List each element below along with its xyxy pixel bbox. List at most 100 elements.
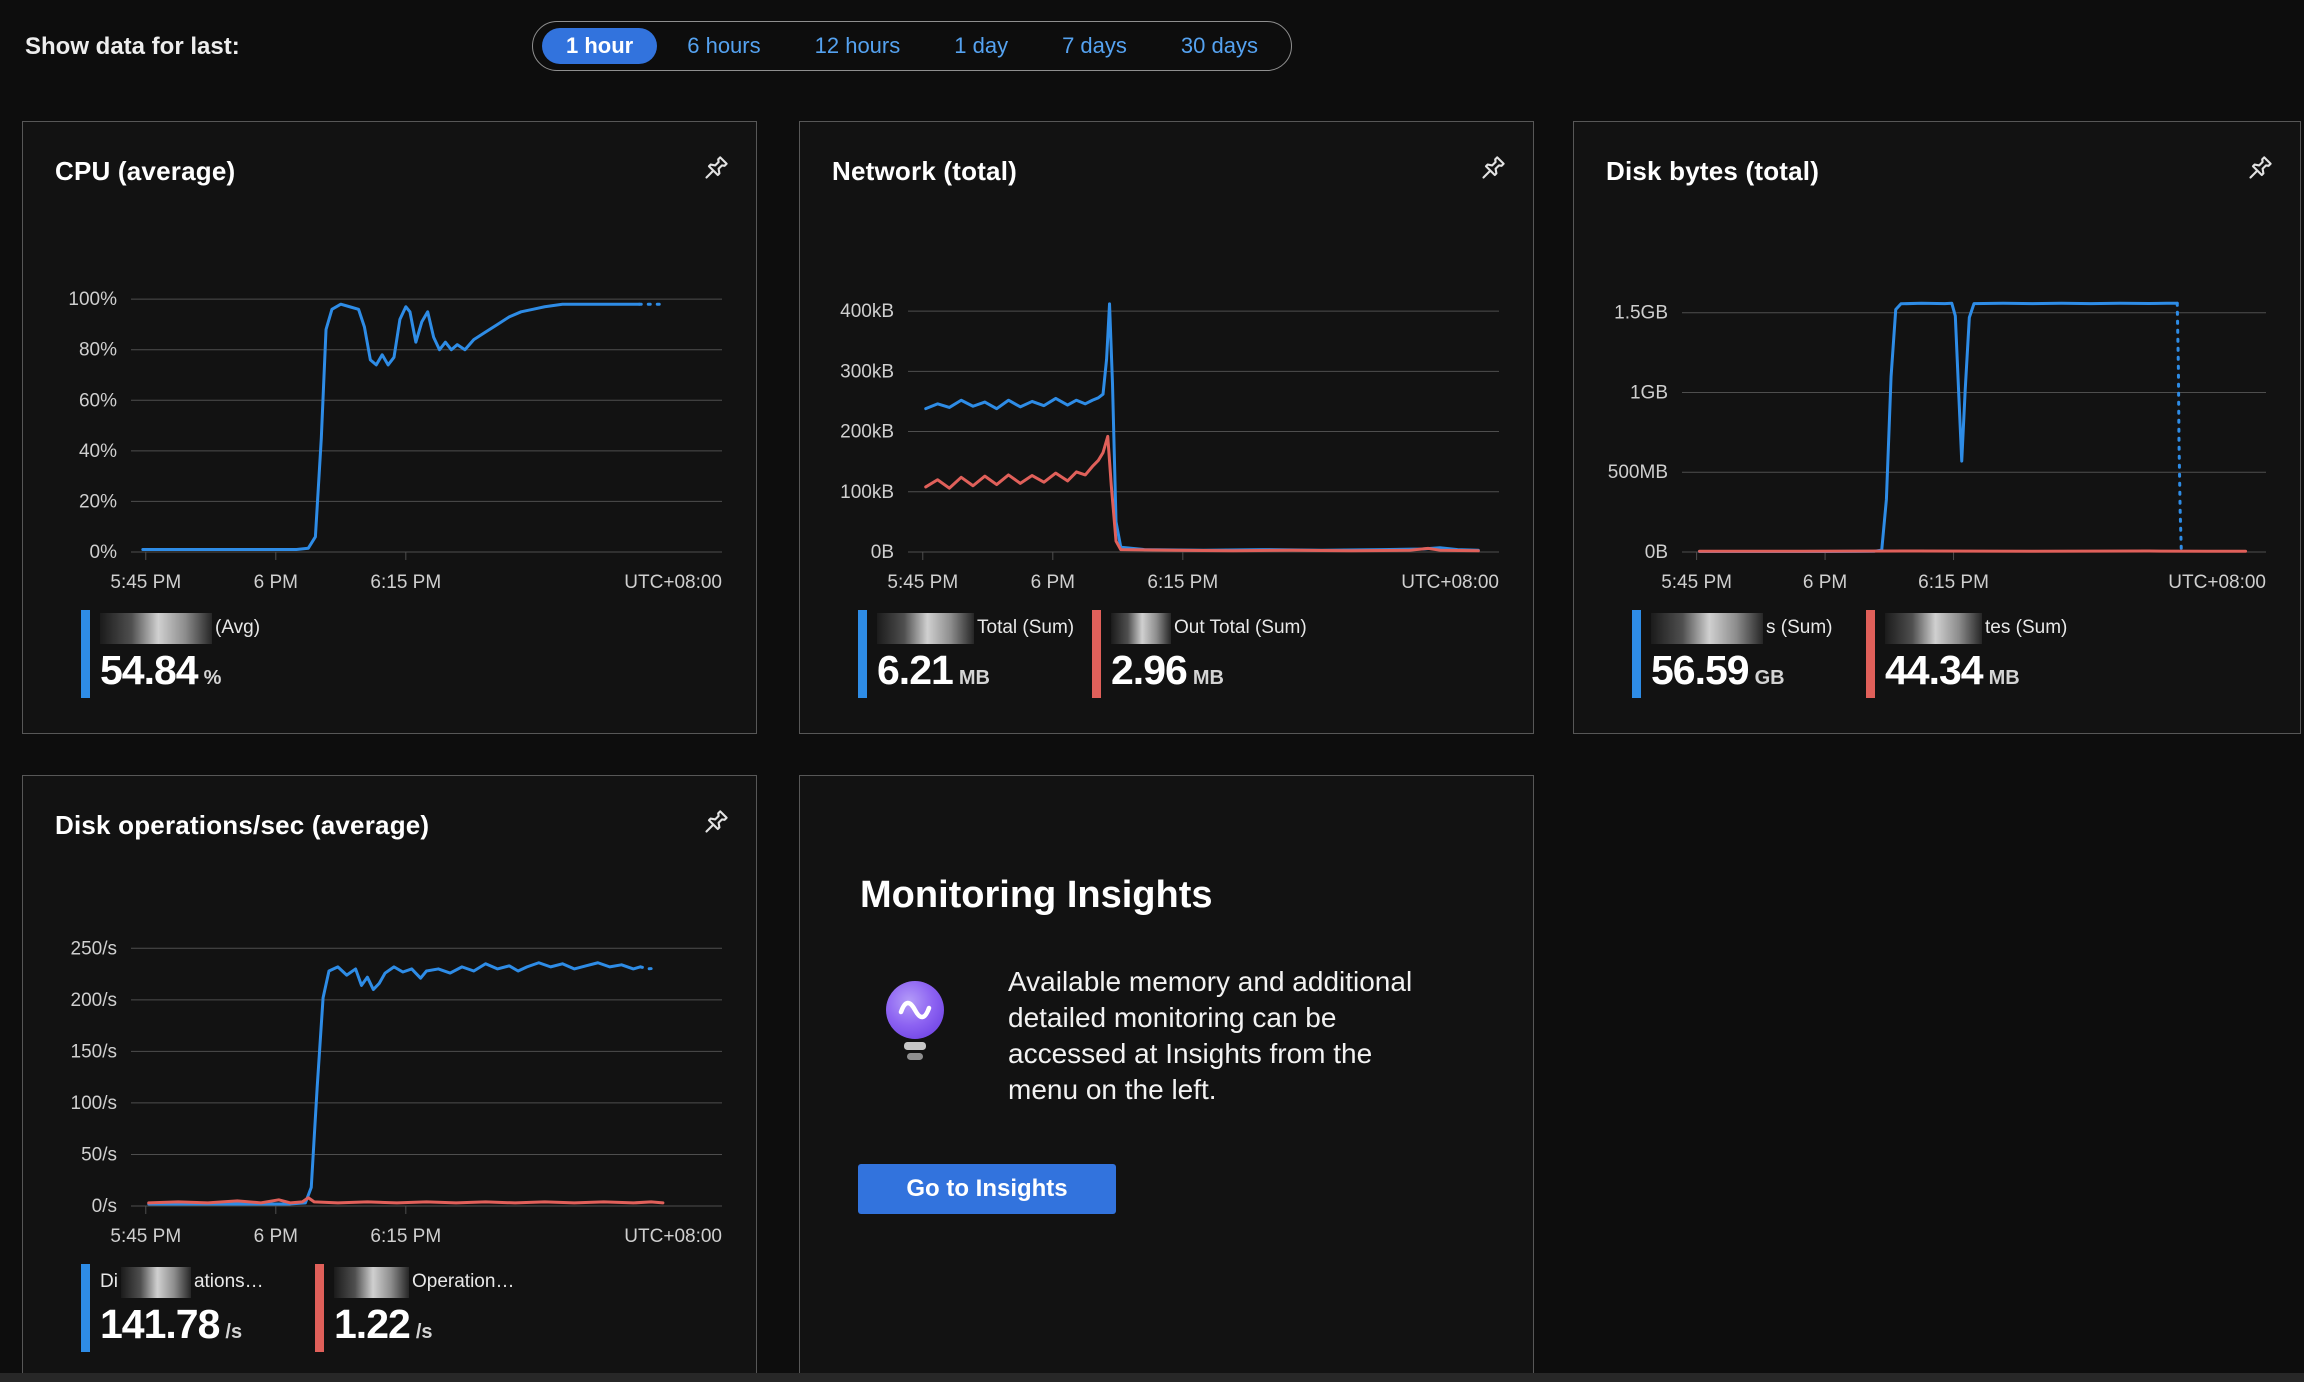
legend-value-number: 2.96 xyxy=(1111,647,1188,693)
cpu-chart-legend: (Avg) 54.84% xyxy=(81,610,732,698)
redacted-text xyxy=(1111,612,1171,644)
legend-item[interactable]: (Avg) 54.84% xyxy=(81,610,315,698)
redacted-text xyxy=(1885,612,1982,644)
pin-icon[interactable] xyxy=(2238,148,2280,190)
legend-label-fragment: Operation… xyxy=(412,1271,515,1292)
pin-icon[interactable] xyxy=(1471,148,1513,190)
legend-label-fragment: tes (Sum) xyxy=(1985,617,2068,638)
y-tick-label: 1GB xyxy=(1630,382,1668,403)
x-tick-label: 6:15 PM xyxy=(1918,572,1989,593)
legend-item[interactable]: tes (Sum) 44.34 MB xyxy=(1866,610,2100,698)
legend-swatch xyxy=(81,1264,90,1352)
chart-title-disk-bytes: Disk bytes (total) xyxy=(1606,156,1820,186)
network-chart-legend: Total (Sum) 6.21 MB Out Total (Sum) 2.96 MB xyxy=(858,610,1509,698)
time-range-7-days[interactable]: 7 days xyxy=(1038,28,1151,64)
legend-item[interactable]: Operation… 1.22/s xyxy=(315,1264,549,1352)
chart-canvas: 0% 20% 40% 60% 80% 100% 5:45 PM 6 PM 6:15 PM UTC+… xyxy=(68,289,722,593)
insights-body-text: Available memory and additional detailed… xyxy=(1008,966,1413,1105)
cpu-chart-plot: 0% 20% 40% 60% 80% 100% 5:45 PM 6 PM 6:15 PM UTC+… xyxy=(51,272,734,602)
pin-icon[interactable] xyxy=(694,802,736,844)
show-data-label: Show data for last: xyxy=(25,33,240,60)
legend-value: 54.84% xyxy=(100,647,260,694)
time-range-30-days[interactable]: 30 days xyxy=(1157,28,1282,64)
cpu-chart-card: CPU (average) 0% 20% 40% 60% 80% 100% 5:45 PM 6… xyxy=(22,121,757,734)
x-tick-label: 5:45 PM xyxy=(110,1226,181,1247)
x-tick-label: 6:15 PM xyxy=(370,1226,441,1247)
y-tick-label: 200kB xyxy=(840,422,894,443)
time-range-1-day[interactable]: 1 day xyxy=(930,28,1032,64)
insights-title: Monitoring Insights xyxy=(860,874,1213,916)
legend-value-unit: /s xyxy=(415,1321,433,1343)
x-tick-label: 5:45 PM xyxy=(110,572,181,593)
series-line-network-in-total xyxy=(924,302,1480,552)
legend-label-fragment: ations… xyxy=(193,1271,264,1292)
x-tick-label: 6 PM xyxy=(1031,572,1075,593)
series-line-disk-ops-red xyxy=(147,1196,665,1205)
legend-value: 56.59 GB xyxy=(1651,647,1833,694)
lightbulb-icon xyxy=(880,978,950,1078)
legend-value-number: 44.34 xyxy=(1885,647,1984,693)
x-tick-label: 6 PM xyxy=(254,1226,298,1247)
chart-canvas: 0B 500MB 1GB 1.5GB 5:45 PM 6 PM 6:15 PM UTC+08:… xyxy=(1608,301,2266,593)
legend-value: 141.78/s xyxy=(100,1301,264,1348)
legend-swatch xyxy=(81,610,90,698)
legend-swatch xyxy=(1632,610,1641,698)
y-tick-label: 50/s xyxy=(81,1144,117,1165)
y-tick-label: 0/s xyxy=(92,1196,117,1217)
legend-value-number: 54.84 xyxy=(100,647,199,693)
utc-offset-label: UTC+08:00 xyxy=(1401,572,1499,593)
legend-swatch xyxy=(1092,610,1101,698)
legend-value-unit: /s xyxy=(225,1321,243,1343)
legend-label-fragment: (Avg) xyxy=(215,617,261,638)
pin-icon[interactable] xyxy=(694,148,736,190)
y-tick-label: 150/s xyxy=(71,1041,117,1062)
y-tick-label: 20% xyxy=(79,491,117,512)
y-tick-label: 0% xyxy=(90,542,118,563)
y-tick-label: 100/s xyxy=(71,1093,117,1114)
time-range-12-hours[interactable]: 12 hours xyxy=(791,28,925,64)
legend-label: (Avg) xyxy=(100,610,260,646)
y-tick-label: 100kB xyxy=(840,482,894,503)
y-tick-label: 400kB xyxy=(840,301,894,322)
disk-bytes-chart-plot: 0B 500MB 1GB 1.5GB 5:45 PM 6 PM 6:15 PM UTC+08:… xyxy=(1602,272,2278,602)
legend-label: Total (Sum) xyxy=(877,610,1074,646)
redacted-text xyxy=(120,1266,191,1298)
legend-label-fragment: Total (Sum) xyxy=(977,617,1075,638)
y-tick-label: 0B xyxy=(1645,542,1668,563)
legend-swatch xyxy=(1866,610,1875,698)
legend-item[interactable]: Di ations… 141.78/s xyxy=(81,1264,315,1352)
y-tick-label: 250/s xyxy=(71,938,117,959)
legend-label-fragment: Out Total (Sum) xyxy=(1174,617,1307,638)
go-to-insights-button[interactable]: Go to Insights xyxy=(858,1164,1116,1214)
utc-offset-label: UTC+08:00 xyxy=(2168,572,2266,593)
x-tick-label: 6 PM xyxy=(254,572,298,593)
bottom-edge xyxy=(0,1373,2304,1382)
y-tick-label: 500MB xyxy=(1608,462,1668,483)
y-tick-label: 100% xyxy=(68,289,117,310)
x-tick-label: 6 PM xyxy=(1803,572,1847,593)
legend-item[interactable]: Total (Sum) 6.21 MB xyxy=(858,610,1092,698)
time-range-1-hour[interactable]: 1 hour xyxy=(542,28,658,64)
redacted-text xyxy=(1651,612,1763,644)
legend-value: 44.34 MB xyxy=(1885,647,2067,694)
chart-title-disk-ops: Disk operations/sec (average) xyxy=(55,810,430,840)
legend-label: Out Total (Sum) xyxy=(1111,610,1307,646)
legend-value-number: 1.22 xyxy=(334,1301,411,1347)
time-range-6-hours[interactable]: 6 hours xyxy=(663,28,784,64)
legend-label-fragment: Di xyxy=(100,1271,118,1292)
y-tick-label: 300kB xyxy=(840,361,894,382)
utc-offset-label: UTC+08:00 xyxy=(624,572,722,593)
legend-label: Di ations… xyxy=(100,1264,264,1300)
series-line-cpu-average xyxy=(141,302,641,551)
utc-offset-label: UTC+08:00 xyxy=(624,1226,722,1247)
legend-item[interactable]: s (Sum) 56.59 GB xyxy=(1632,610,1866,698)
y-tick-label: 60% xyxy=(79,390,117,411)
monitoring-insights-card: Monitoring Insights Available memory and… xyxy=(799,775,1534,1382)
legend-value-unit: MB xyxy=(958,667,990,689)
legend-item[interactable]: Out Total (Sum) 2.96 MB xyxy=(1092,610,1326,698)
redacted-text xyxy=(334,1266,409,1298)
legend-swatch xyxy=(858,610,867,698)
y-tick-label: 40% xyxy=(79,441,117,462)
legend-label-fragment: s (Sum) xyxy=(1766,617,1833,638)
y-tick-label: 0B xyxy=(871,542,894,563)
